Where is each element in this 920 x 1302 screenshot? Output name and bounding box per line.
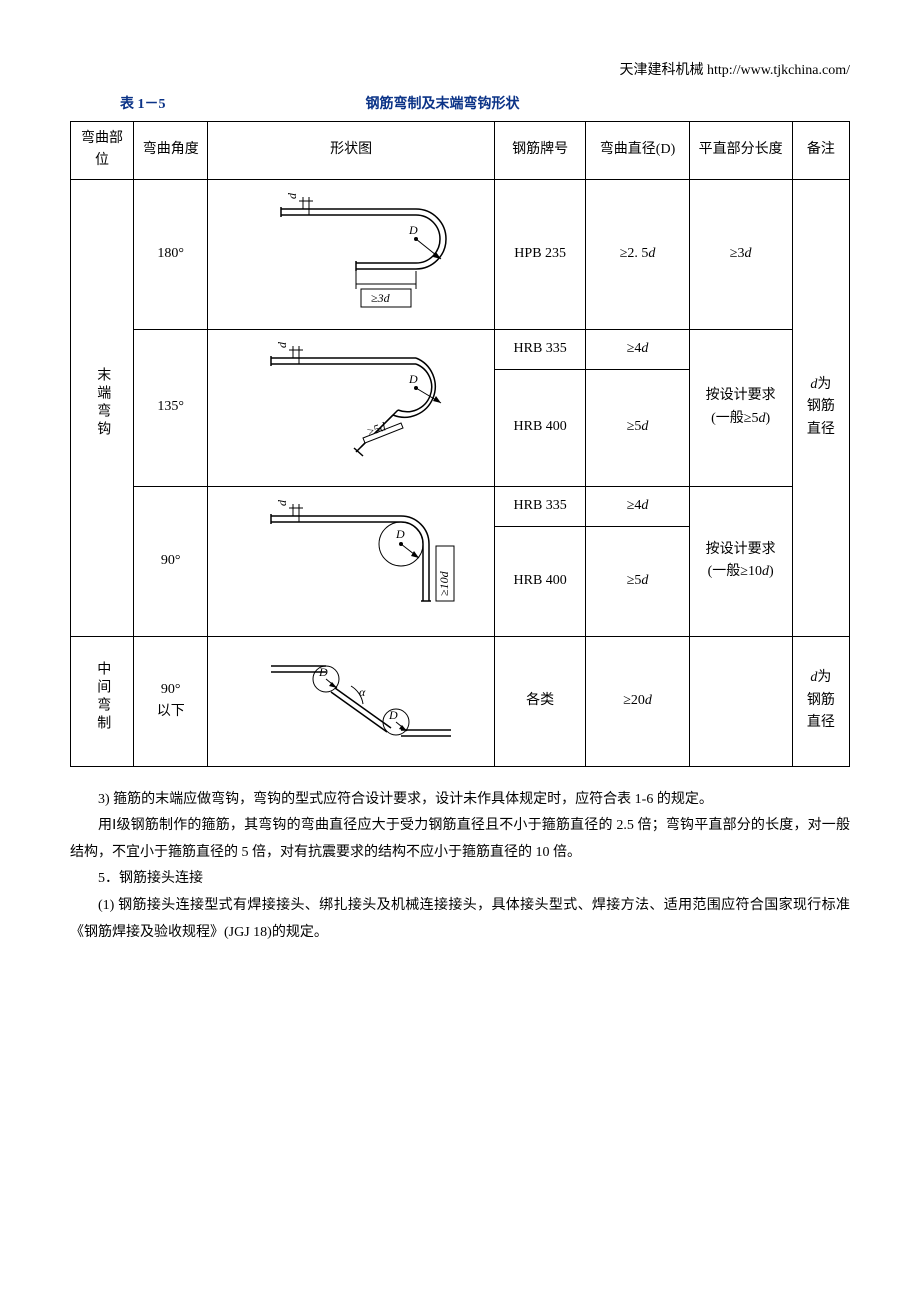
shape-180-diagram: d D (241, 189, 461, 319)
cell-diam-5d-a: ≥5d (586, 369, 689, 486)
svg-text:D: D (395, 527, 405, 541)
svg-text:d: d (275, 499, 289, 506)
cell-note-2: d为钢筋直径 (792, 636, 849, 766)
svg-text:D: D (388, 708, 398, 722)
cell-diam-25d: ≥2. 5d (586, 179, 689, 329)
cell-part-mid-bend: 中间弯制 (71, 636, 134, 766)
cell-part-end-hook: 末端弯钩 (71, 179, 134, 636)
col-header-part: 弯曲部位 (71, 121, 134, 179)
table-row: 末端弯钩 180° d (71, 179, 850, 329)
cell-diam-5d-b: ≥5d (586, 526, 689, 636)
svg-text:d: d (275, 341, 289, 348)
col-header-grade: 钢筋牌号 (494, 121, 586, 179)
svg-text:d: d (285, 192, 299, 199)
svg-text:D: D (318, 665, 328, 679)
header-link: 天津建科机械 http://www.tjkchina.com/ (70, 60, 850, 82)
cell-len-5d: 按设计要求(一般≥5d) (689, 329, 792, 486)
paragraph-note: 用Ⅰ级钢筋制作的箍筋，其弯钩的弯曲直径应大于受力钢筋直径且不小于箍筋直径的 2.… (70, 813, 850, 866)
table-header-row: 弯曲部位 弯曲角度 形状图 钢筋牌号 弯曲直径(D) 平直部分长度 备注 (71, 121, 850, 179)
table-title-row: 表 1－5 钢筋弯制及末端弯钩形状 (70, 94, 850, 116)
cell-angle-180: 180° (134, 179, 208, 329)
col-header-length: 平直部分长度 (689, 121, 792, 179)
col-header-shape: 形状图 (208, 121, 494, 179)
svg-text:α: α (359, 685, 366, 699)
table-row: 90° d (71, 486, 850, 526)
svg-text:≥10d: ≥10d (437, 570, 451, 596)
col-header-diameter: 弯曲直径(D) (586, 121, 689, 179)
bend-shape-table: 弯曲部位 弯曲角度 形状图 钢筋牌号 弯曲直径(D) 平直部分长度 备注 末端弯… (70, 121, 850, 767)
cell-note-1: d为钢筋直径 (792, 179, 849, 636)
svg-text:D: D (408, 372, 418, 386)
cell-grade-hrb400-a: HRB 400 (494, 369, 586, 486)
cell-shape-90: d D ≥10d (208, 486, 494, 636)
paragraph-5-1: (1) 钢筋接头连接型式有焊接接头、绑扎接头及机械连接接头，具体接头型式、焊接方… (70, 893, 850, 946)
cell-grade-hrb335-a: HRB 335 (494, 329, 586, 369)
col-header-note: 备注 (792, 121, 849, 179)
table-number: 表 1－5 (120, 94, 166, 116)
table-title: 钢筋弯制及末端弯钩形状 (366, 94, 520, 116)
cell-len-empty (689, 636, 792, 766)
body-text-block: 3) 箍筋的末端应做弯钩，弯钩的型式应符合设计要求，设计未作具体规定时，应符合表… (70, 787, 850, 947)
col-header-angle: 弯曲角度 (134, 121, 208, 179)
cell-shape-180: d D (208, 179, 494, 329)
cell-grade-hrb400-b: HRB 400 (494, 526, 586, 636)
cell-len-10d: 按设计要求(一般≥10d) (689, 486, 792, 636)
cell-grade-hrb335-b: HRB 335 (494, 486, 586, 526)
cell-angle-90below: 90°以下 (134, 636, 208, 766)
shape-135-diagram: d D ≥5d (241, 338, 461, 478)
cell-grade-all: 各类 (494, 636, 586, 766)
cell-len-3d: ≥3d (689, 179, 792, 329)
cell-angle-135: 135° (134, 329, 208, 486)
shape-90-diagram: d D ≥10d (241, 496, 461, 626)
svg-text:≥5d: ≥5d (365, 419, 388, 439)
cell-shape-135: d D ≥5d (208, 329, 494, 486)
shape-mid-diagram: D α D (241, 646, 461, 756)
cell-diam-20d: ≥20d (586, 636, 689, 766)
paragraph-3: 3) 箍筋的末端应做弯钩，弯钩的型式应符合设计要求，设计未作具体规定时，应符合表… (70, 787, 850, 814)
cell-grade-hpb235: HPB 235 (494, 179, 586, 329)
table-row: 135° d (71, 329, 850, 369)
paragraph-5: 5．钢筋接头连接 (70, 866, 850, 893)
cell-diam-4d-b: ≥4d (586, 486, 689, 526)
cell-diam-4d-a: ≥4d (586, 329, 689, 369)
cell-shape-mid: D α D (208, 636, 494, 766)
table-row: 中间弯制 90°以下 D α (71, 636, 850, 766)
cell-angle-90: 90° (134, 486, 208, 636)
svg-text:D: D (408, 223, 418, 237)
svg-text:≥3d: ≥3d (371, 291, 391, 305)
